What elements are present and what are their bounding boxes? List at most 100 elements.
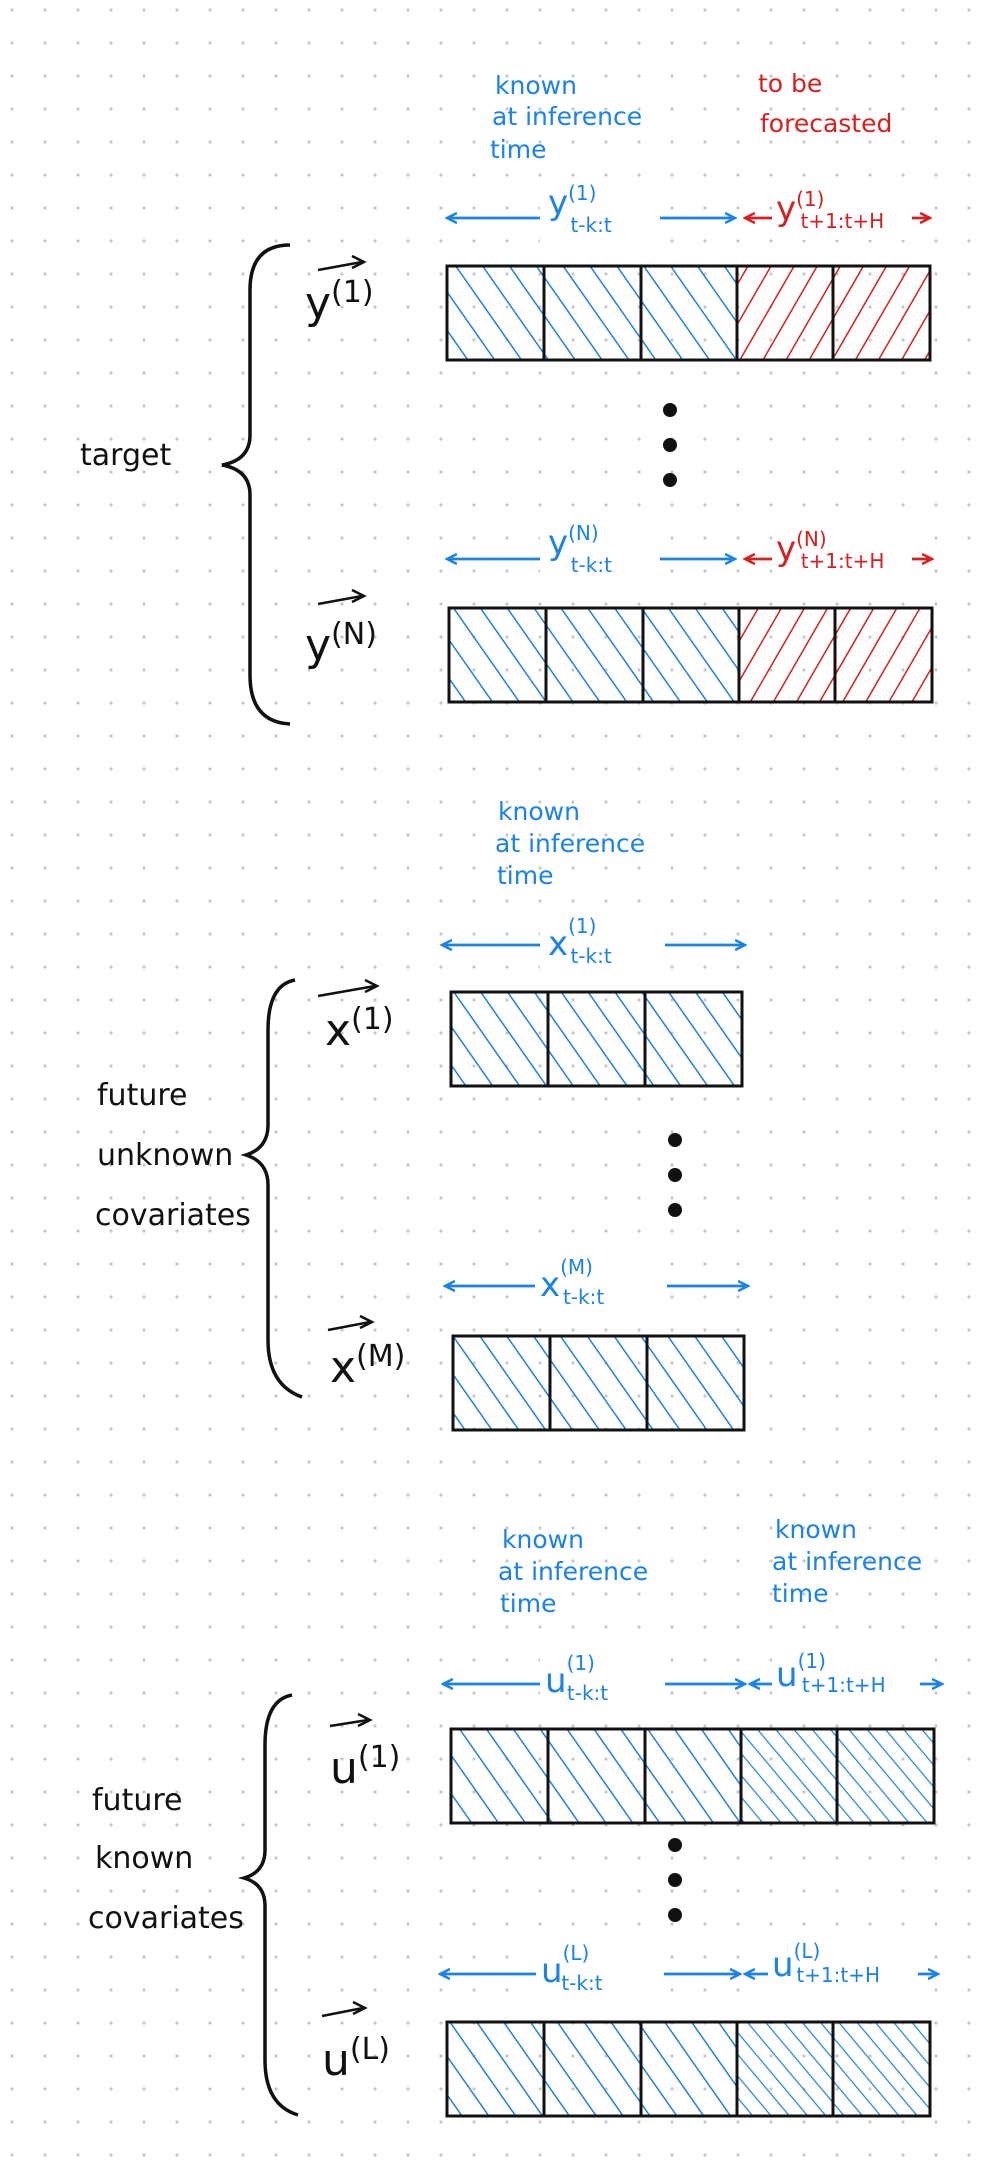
- known-series-1-future-label-bg: [772, 1652, 920, 1702]
- unknown-series-m-vector-arrow: [327, 1320, 371, 1332]
- known-series-1-cells: [449, 1727, 936, 1825]
- known-series-1-future-cell-2: [835, 1727, 936, 1825]
- target-series-1-known-cell-3: [639, 264, 739, 362]
- unknown-series-1-past-label: x(1) t-k:t: [548, 914, 612, 968]
- ellipsis-dot: [663, 473, 677, 487]
- unknown-series-1-known-cell-2: [546, 990, 647, 1088]
- target-series-n-known-cell-2: [544, 606, 645, 704]
- known-series-1-known-cell-2: [546, 1727, 647, 1825]
- unknown-series-m-known-cell-1: [451, 1334, 552, 1432]
- known-series-l-future-cell-1: [735, 2020, 835, 2118]
- unknown-series-m-past-label-bg: [535, 1254, 667, 1316]
- ellipsis-dot: [668, 1908, 682, 1922]
- target-series-1-cells: [445, 264, 932, 362]
- unknown-series-m-past-label: x(M) t-k:t: [540, 1255, 604, 1309]
- target-series-1-known-cell-1: [445, 264, 546, 362]
- unknown-series-1-past-label-bg: [540, 912, 665, 974]
- ellipsis-dot: [668, 1203, 682, 1217]
- target-series-1-past-label: y(1) t-k:t: [548, 181, 612, 237]
- target-brace: [221, 243, 291, 726]
- known-series-1-vector-arrow: [329, 1718, 369, 1728]
- unknown-series-1: x(1) x(1) t-k:t: [317, 912, 745, 1088]
- known-future-note: known at inference time: [772, 1515, 930, 1608]
- known-covariates-brace: [237, 1693, 299, 2117]
- target-series-1-vector-arrow: [317, 260, 363, 272]
- target-forecast-note: to be forecasted: [758, 69, 892, 138]
- target-series-n-forecast-cell-1: [737, 606, 837, 704]
- target-series-1-future-label: y(1) t+1:t+H: [776, 187, 884, 233]
- target-series-n-forecast-cell-2: [833, 606, 934, 704]
- known-series-l-past-label: u(L) t-k:t: [541, 1941, 603, 1995]
- target-series-n-vector-label: y(N): [305, 617, 377, 671]
- unknown-series-m-vector-arrowhead: [359, 1314, 375, 1330]
- ellipsis-dot: [663, 438, 677, 452]
- ellipsis-dot: [663, 403, 677, 417]
- unknown-series-1-vector-arrow: [317, 984, 376, 998]
- known-series-l-future-label: u(L) t+1:t+H: [772, 1939, 880, 1987]
- target-series-n-vector-arrowhead: [351, 588, 367, 604]
- unknown-series-m-known-cell-3: [645, 1334, 746, 1432]
- known-series-1-future-cell-1: [739, 1727, 839, 1825]
- known-series-1-known-cell-1: [449, 1727, 550, 1825]
- known-covariates-label: future known covariates: [88, 1783, 244, 1936]
- known-series-l-known-cell-2: [542, 2020, 643, 2118]
- known-series-l-known-cell-3: [639, 2020, 739, 2118]
- target-series-1-known-cell-2: [542, 264, 643, 362]
- target-series-n-future-label: y(N) t+1:t+H: [776, 527, 884, 573]
- target-known-note: known at inference time: [490, 71, 650, 164]
- unknown-series-1-vector-label: x(1): [325, 1002, 394, 1056]
- target-series-1-forecast-cell-2: [831, 264, 932, 362]
- known-series-1-vector-label: u(1): [330, 1740, 400, 1794]
- known-series-l-vector-arrowhead: [352, 2000, 368, 2016]
- known-series-l-vector-arrow: [321, 2006, 364, 2018]
- unknown-known-note: known at inference time: [495, 797, 653, 890]
- target-series-n-known-cell-1: [447, 606, 548, 704]
- known-series-l-known-cell-1: [445, 2020, 546, 2118]
- target-series-1-vector-arrowhead: [351, 254, 367, 270]
- unknown-covariates-brace: [240, 978, 303, 1399]
- known-series-1-known-cell-3: [643, 1727, 743, 1825]
- known-series-1-future-label: u(1) t+1:t+H: [776, 1649, 886, 1697]
- known-series-l-cells: [445, 2020, 932, 2118]
- target-series-1-vector-label: y(1): [305, 275, 374, 329]
- ellipsis-dot: [668, 1133, 682, 1147]
- target-series-n-past-label-bg: [540, 525, 660, 587]
- unknown-series-1-vector-arrowhead: [364, 978, 380, 994]
- target-series-n-known-cell-3: [641, 606, 741, 704]
- target-series-1-future-label-bg: [772, 190, 912, 240]
- known-series-l-future-label-bg: [768, 1942, 918, 1992]
- unknown-ellipsis: [668, 1133, 682, 1217]
- ellipsis-dot: [668, 1838, 682, 1852]
- known-past-note: known at inference time: [498, 1525, 656, 1618]
- known-series-l-past-label-bg: [536, 1940, 664, 2002]
- known-covariates-section: known at inference time known at inferen…: [88, 1515, 942, 2118]
- unknown-series-1-known-cell-3: [643, 990, 744, 1088]
- target-series-1-forecast-cell-1: [735, 264, 835, 362]
- target-series-n: y(N) y(N) t-k:t y(N) t+1:t+H: [305, 521, 934, 704]
- known-ellipsis: [668, 1838, 682, 1922]
- target-series-n-future-label-bg: [772, 530, 912, 580]
- unknown-series-1-cells: [449, 990, 744, 1088]
- known-series-1-vector-arrowhead: [357, 1712, 373, 1728]
- target-series-1: y(1) y(1) t-k:t y(1) t+1:t+H: [305, 181, 932, 362]
- unknown-series-m: x(M) x(M) t-k:t: [327, 1254, 748, 1432]
- target-series-1-past-label-bg: [540, 186, 660, 246]
- target-section: known at inference time to be forecasted…: [80, 69, 934, 726]
- unknown-covariates-section: known at inference time future unknown c…: [95, 797, 748, 1432]
- target-ellipsis: [663, 403, 677, 487]
- target-series-n-cells: [447, 606, 934, 704]
- known-series-1-past-label-bg: [540, 1650, 665, 1712]
- unknown-covariates-label: future unknown covariates: [95, 1078, 251, 1233]
- known-series-1-past-label: u(1) t-k:t: [545, 1651, 608, 1705]
- ellipsis-dot: [668, 1168, 682, 1182]
- known-series-l: u(L) u(L) t-k:t u(L) t+1:t+H: [321, 1939, 938, 2118]
- known-series-1: u(1) u(1) t-k:t u(1) t+1:t+H: [329, 1649, 942, 1825]
- known-series-l-future-cell-2: [831, 2020, 932, 2118]
- unknown-series-m-cells: [451, 1334, 746, 1432]
- unknown-series-1-known-cell-1: [449, 990, 550, 1088]
- known-series-l-vector-label: u(L): [322, 2032, 390, 2086]
- target-series-n-vector-arrow: [317, 594, 363, 606]
- target-label: target: [80, 438, 171, 473]
